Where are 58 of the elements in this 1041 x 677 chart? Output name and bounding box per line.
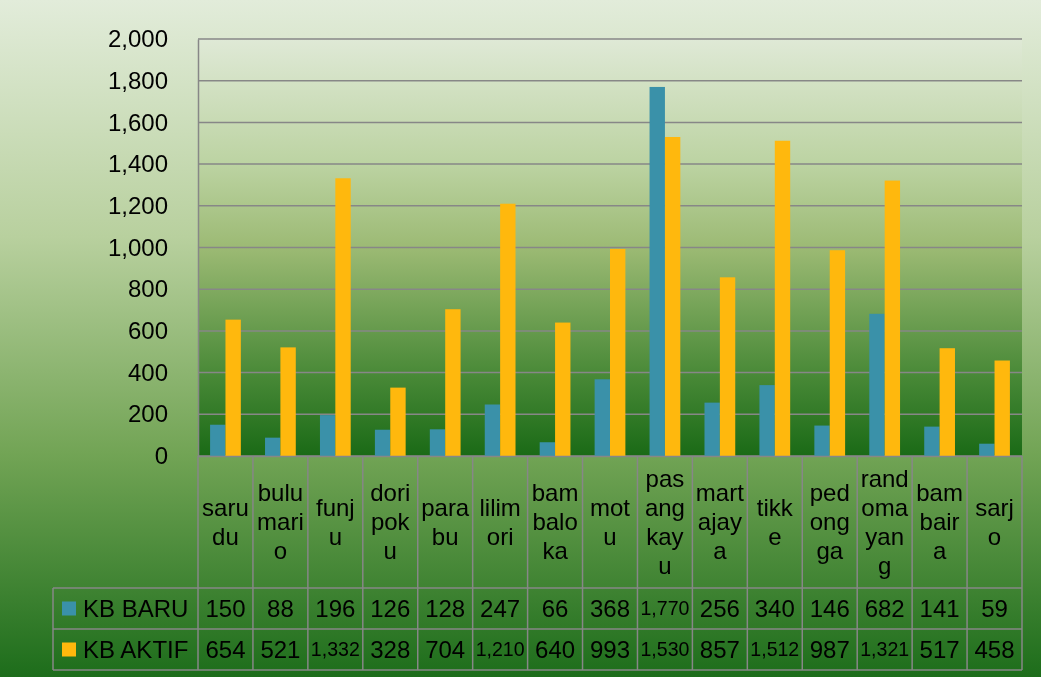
x-tick-label: pedongga xyxy=(809,479,850,565)
legend-label: KB AKTIF xyxy=(83,635,189,663)
x-tick-label: pasangkayu xyxy=(644,464,685,579)
y-tick-label: 1,400 xyxy=(107,150,168,178)
x-tick-label: funju xyxy=(315,493,355,550)
data-label: 458 xyxy=(974,635,1015,663)
data-label: 256 xyxy=(699,594,740,622)
y-tick-label: 1,600 xyxy=(107,108,168,136)
data-label: 704 xyxy=(425,635,466,663)
data-label: 1,210 xyxy=(475,638,525,661)
data-label: 1,332 xyxy=(310,638,360,661)
data-label: 59 xyxy=(981,594,1008,622)
data-label: 368 xyxy=(589,594,631,622)
x-tick-label: bambaira xyxy=(916,479,963,565)
y-tick-label: 400 xyxy=(127,358,168,386)
y-tick-label: 200 xyxy=(127,400,168,428)
data-label: 857 xyxy=(699,635,740,663)
data-label: 126 xyxy=(370,594,411,622)
x-tick-label: tikke xyxy=(756,493,794,550)
y-tick-label: 1,800 xyxy=(107,66,168,94)
data-label: 247 xyxy=(480,594,521,622)
data-label: 340 xyxy=(754,594,795,622)
y-tick-label: 800 xyxy=(127,275,168,303)
data-label: 88 xyxy=(267,594,294,622)
data-label: 141 xyxy=(919,594,960,622)
x-tick-label: lilimori xyxy=(479,493,521,550)
data-label: 521 xyxy=(260,635,301,663)
data-label: 196 xyxy=(315,594,356,622)
data-label: 987 xyxy=(809,635,850,663)
x-tick-label: motu xyxy=(589,493,631,550)
x-tick-label: bulumario xyxy=(257,479,304,565)
legend-label: KB BARU xyxy=(83,594,189,622)
x-tick-label: sarudu xyxy=(202,493,249,550)
y-tick-label: 0 xyxy=(154,442,168,470)
data-label: 1,512 xyxy=(750,638,800,661)
data-label: 66 xyxy=(541,594,569,622)
x-tick-label: doripoku xyxy=(370,479,411,565)
data-label: 128 xyxy=(425,594,466,622)
x-tick-label: sarjo xyxy=(975,493,1014,550)
data-label: 654 xyxy=(205,635,246,663)
data-label: 150 xyxy=(205,594,246,622)
x-tick-label: bambaloka xyxy=(531,479,579,565)
y-tick-label: 1,000 xyxy=(107,233,168,261)
y-tick-label: 2,000 xyxy=(107,25,168,53)
data-label: 328 xyxy=(370,635,411,663)
data-label: 146 xyxy=(809,594,850,622)
data-label: 640 xyxy=(535,635,576,663)
x-tick-label: randomayang xyxy=(860,464,909,579)
x-tick-label: parabu xyxy=(421,493,470,550)
y-tick-label: 1,200 xyxy=(107,191,168,219)
data-label: 1,321 xyxy=(860,638,910,661)
x-tick-label: martajaya xyxy=(695,479,745,565)
data-label: 1,530 xyxy=(640,638,690,661)
data-label: 1,770 xyxy=(640,597,690,620)
data-label: 682 xyxy=(864,594,905,622)
data-label: 517 xyxy=(919,635,960,663)
y-tick-label: 600 xyxy=(127,317,168,345)
data-label: 993 xyxy=(589,635,631,663)
